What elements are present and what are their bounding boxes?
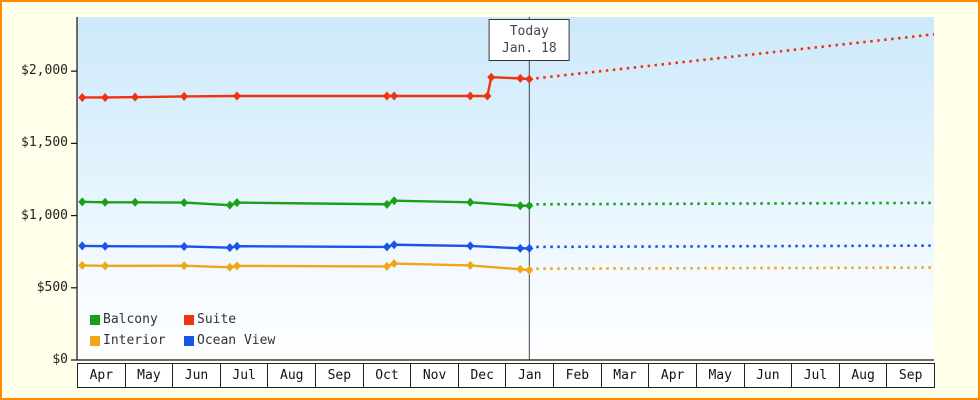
month-label: Apr xyxy=(77,363,126,388)
data-point-marker-ocean-view xyxy=(78,241,87,251)
x-axis-month-labels: Apr May Jun Jul Aug Sep Oct Nov Dec Jan Feb Mar Apr M… xyxy=(77,363,935,388)
data-point-marker-balcony xyxy=(525,201,534,211)
today-marker-label: Today Jan. 18 xyxy=(488,19,570,61)
legend-item-interior: Interior xyxy=(90,333,184,348)
data-point-marker-ocean-view xyxy=(390,240,399,250)
series-forecast-balcony xyxy=(529,201,935,206)
data-point-marker-interior xyxy=(382,261,391,271)
month-label: May xyxy=(124,363,174,388)
data-point-marker-suite xyxy=(131,92,140,102)
legend-item-ocean-view: Ocean View xyxy=(184,333,275,348)
data-point-marker-ocean-view xyxy=(516,243,525,253)
legend-label: Balcony xyxy=(103,312,158,327)
data-point-marker-suite xyxy=(382,91,391,101)
data-point-marker-ocean-view xyxy=(101,241,110,251)
month-label: Sep xyxy=(315,363,364,388)
month-label: Jun xyxy=(743,363,793,388)
data-point-marker-balcony xyxy=(78,197,87,207)
data-point-marker-ocean-view xyxy=(382,242,391,252)
data-point-marker-ocean-view xyxy=(525,243,534,253)
month-label: Aug xyxy=(838,363,888,388)
data-point-marker-suite xyxy=(516,73,525,83)
month-label: Jun xyxy=(172,363,221,388)
data-point-marker-balcony xyxy=(466,197,475,207)
data-point-marker-interior xyxy=(525,265,534,275)
series-line-balcony xyxy=(82,199,530,207)
y-axis-label: $0 xyxy=(52,352,68,367)
data-point-marker-suite xyxy=(78,92,87,102)
month-label: May xyxy=(695,363,745,388)
series-line-ocean-view xyxy=(82,243,530,250)
legend-label: Interior xyxy=(103,333,166,348)
y-axis-label: $1,500 xyxy=(21,135,68,151)
series-forecast-ocean-view xyxy=(529,244,935,249)
month-label: Nov xyxy=(410,363,459,388)
series-forecast-suite xyxy=(529,33,935,81)
today-label-line1: Today xyxy=(509,24,549,39)
data-point-marker-balcony xyxy=(131,197,140,207)
month-label: Jan xyxy=(505,363,555,388)
legend-swatch-suite xyxy=(184,314,194,325)
legend-label: Ocean View xyxy=(197,333,276,348)
data-point-marker-interior xyxy=(390,259,399,269)
legend-item-balcony: Balcony xyxy=(90,312,184,327)
month-label: Jul xyxy=(219,363,269,388)
data-point-marker-balcony xyxy=(225,200,234,210)
data-point-marker-suite xyxy=(466,91,475,101)
legend: Balcony Suite Interior Ocean View xyxy=(90,312,275,348)
data-point-marker-interior xyxy=(225,262,234,272)
y-axis-label: $2,000 xyxy=(21,63,68,79)
legend-item-suite: Suite xyxy=(184,312,275,327)
month-label: Sep xyxy=(886,363,935,388)
data-point-marker-ocean-view xyxy=(180,241,189,251)
y-axis-label: $1,000 xyxy=(21,207,68,223)
data-point-marker-interior xyxy=(466,260,475,270)
data-point-marker-ocean-view xyxy=(232,241,241,251)
data-point-marker-ocean-view xyxy=(225,243,234,253)
month-label: Apr xyxy=(648,363,697,388)
series-forecast-interior xyxy=(529,266,935,271)
data-point-marker-suite xyxy=(483,91,492,101)
data-point-marker-suite xyxy=(487,72,496,82)
legend-swatch-ocean-view xyxy=(184,335,194,346)
month-label: Jul xyxy=(791,363,840,388)
legend-label: Suite xyxy=(197,312,237,327)
legend-swatch-interior xyxy=(90,335,100,346)
data-point-marker-suite xyxy=(525,74,534,84)
month-label: Mar xyxy=(600,363,650,388)
data-point-marker-balcony xyxy=(382,199,391,209)
month-label: Feb xyxy=(553,363,602,388)
data-point-marker-suite xyxy=(101,92,110,102)
data-point-marker-interior xyxy=(516,264,525,274)
data-point-marker-balcony xyxy=(390,196,399,206)
data-point-marker-balcony xyxy=(180,198,189,208)
plot-area xyxy=(77,17,934,360)
data-point-marker-interior xyxy=(101,261,110,271)
data-point-marker-suite xyxy=(390,91,399,101)
data-point-marker-interior xyxy=(232,261,241,271)
series-line-suite xyxy=(82,76,530,99)
data-point-marker-ocean-view xyxy=(466,241,475,251)
series-line-interior xyxy=(82,262,530,272)
y-axis-label: $500 xyxy=(36,279,68,295)
month-label: Oct xyxy=(362,363,412,388)
data-point-marker-suite xyxy=(232,91,241,101)
legend-swatch-balcony xyxy=(90,314,100,325)
data-point-marker-suite xyxy=(180,91,189,101)
month-label: Dec xyxy=(457,363,507,388)
data-point-marker-balcony xyxy=(232,198,241,208)
data-point-marker-interior xyxy=(180,261,189,271)
data-point-marker-balcony xyxy=(516,201,525,211)
data-point-marker-interior xyxy=(78,260,87,270)
data-point-marker-balcony xyxy=(101,197,110,207)
today-label-line2: Jan. 18 xyxy=(501,41,557,56)
month-label: Aug xyxy=(267,363,317,388)
